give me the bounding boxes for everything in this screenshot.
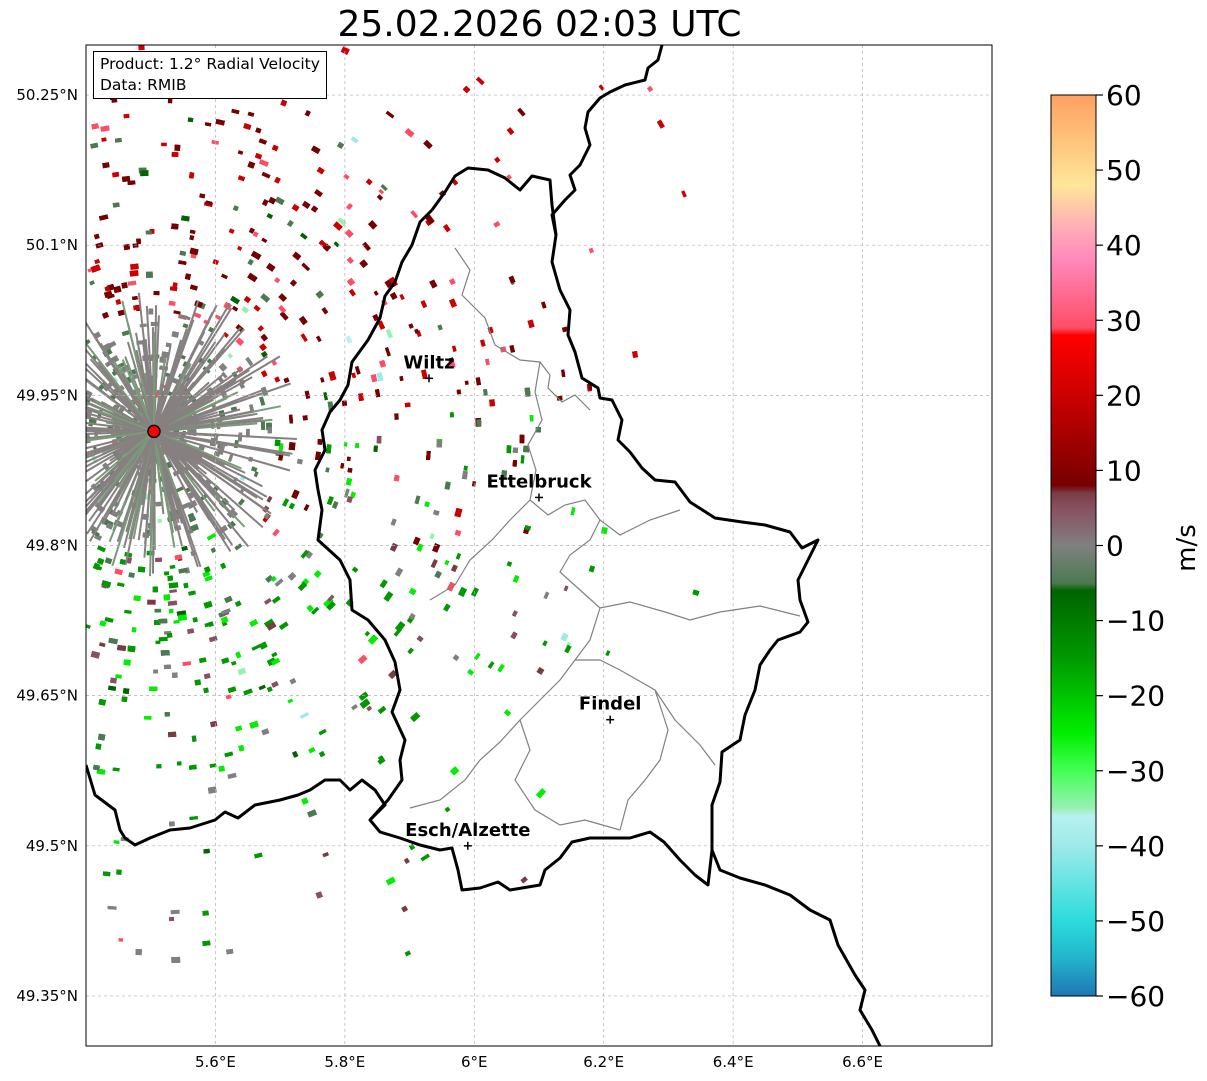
germany-border-north: [550, 45, 664, 236]
luxembourg-border: [86, 166, 820, 892]
product-label: Product: 1.2° Radial Velocity: [100, 55, 320, 73]
radar-echoes: [86, 45, 700, 964]
lon-tick-label: 6.4°E: [713, 1053, 754, 1071]
lat-tick-label: 50.1°N: [26, 236, 78, 254]
city-name: Wiltz: [403, 352, 454, 373]
germany-border-south: [710, 849, 882, 1046]
lat-tick-label: 49.65°N: [16, 687, 78, 705]
lat-tick-label: 49.5°N: [26, 837, 78, 855]
lon-tick-label: 6.6°E: [842, 1053, 883, 1071]
radar-site-marker: [147, 424, 161, 439]
borders: [86, 45, 882, 1046]
belgium-luxembourg-border: [313, 208, 434, 822]
lon-tick-label: 5.8°E: [324, 1053, 365, 1071]
gridlines: [86, 45, 992, 1046]
city-ettelbruck: Ettelbruck: [486, 471, 593, 502]
axis-ticks: 5.6°E 5.8°E 6°E 6.2°E 6.4°E 6.6°E 49.35°N 49.5°…: [16, 86, 883, 1071]
lat-tick-label: 49.8°N: [26, 537, 78, 555]
city-name: Esch/Alzette: [405, 820, 530, 841]
lon-tick-label: 5.6°E: [195, 1053, 236, 1071]
city-labels: Wiltz Ettelbruck Findel Esch/Alzette: [403, 352, 642, 850]
plot-frame: [85, 44, 993, 1047]
lat-tick-label: 49.35°N: [16, 987, 78, 1005]
city-findel: Findel: [579, 694, 642, 724]
lat-tick-label: 50.25°N: [16, 86, 78, 104]
city-wiltz: Wiltz: [403, 352, 455, 383]
canton-boundaries: [409, 247, 801, 831]
data-source-label: Data: RMIB: [100, 76, 187, 94]
radar-site[interactable]: [147, 424, 161, 439]
lon-tick-label: 6.2°E: [583, 1053, 624, 1071]
city-name: Findel: [579, 694, 642, 715]
product-info-box: Product: 1.2° Radial Velocity Data: RMIB: [93, 51, 327, 99]
lat-tick-label: 49.95°N: [16, 386, 78, 404]
lon-tick-label: 6°E: [461, 1053, 488, 1071]
map-title: 25.02.2026 02:03 UTC: [337, 4, 742, 45]
city-esch-alzette: Esch/Alzette: [405, 820, 530, 850]
city-name: Ettelbruck: [486, 471, 592, 492]
